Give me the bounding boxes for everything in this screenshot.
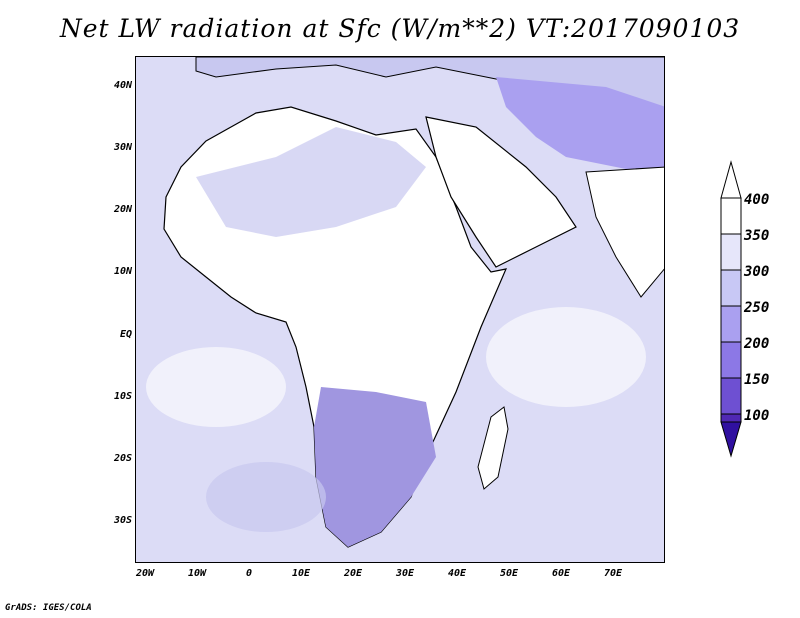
lat-label: 30N — [113, 142, 132, 153]
lat-label: 10N — [113, 266, 132, 277]
colorbar-top-arrow — [720, 160, 742, 199]
lat-label: 10S — [113, 391, 132, 402]
colorbar-label: 150 — [744, 372, 770, 388]
southern-africa-shade — [314, 387, 436, 547]
arabia-land — [425, 116, 577, 268]
colorbar-label: 100 — [744, 408, 770, 424]
colorbar-swatch — [720, 341, 742, 379]
lon-label: 0 — [245, 568, 253, 579]
colorbar-swatch — [720, 197, 742, 235]
colorbar-swatch — [720, 413, 742, 423]
lon-label: 20E — [343, 568, 363, 579]
colorbar-bottom-arrow — [720, 421, 742, 458]
colorbar-label: 200 — [744, 336, 770, 352]
colorbar-swatch — [720, 269, 742, 307]
lat-label: 40N — [113, 80, 132, 91]
lon-label: 30E — [395, 568, 415, 579]
lon-label: 20W — [135, 568, 155, 579]
map-title: Net LW radiation at Sfc (W/m**2) VT:2017… — [59, 14, 741, 43]
lat-label: 30S — [113, 515, 132, 526]
colorbar-swatch — [720, 377, 742, 415]
colorbar-label: 250 — [744, 300, 770, 316]
lon-label: 60E — [551, 568, 571, 579]
colorbar-label: 350 — [744, 228, 770, 244]
colorbar-label: 300 — [744, 264, 770, 280]
colorbar-label: 400 — [744, 192, 770, 208]
lat-label: 20N — [113, 204, 132, 215]
colorbar-swatch — [720, 233, 742, 271]
lon-label: 40E — [447, 568, 467, 579]
lat-label: 20S — [113, 453, 132, 464]
lon-label: 10E — [291, 568, 311, 579]
lat-label: EQ — [119, 329, 132, 340]
sahara-shade — [196, 127, 426, 237]
lon-label: 70E — [603, 568, 623, 579]
europe-land — [195, 57, 664, 118]
footer-credit: GrADS: IGES/COLA — [5, 603, 92, 613]
colorbar-swatch — [720, 305, 742, 343]
colorbar — [720, 160, 742, 458]
lon-label: 50E — [499, 568, 519, 579]
map-panel — [135, 56, 665, 563]
lon-label: 10W — [187, 568, 207, 579]
asia-shade — [496, 77, 664, 177]
india-land — [585, 166, 664, 298]
madagascar-land — [477, 406, 509, 490]
map-canvas — [146, 57, 664, 548]
